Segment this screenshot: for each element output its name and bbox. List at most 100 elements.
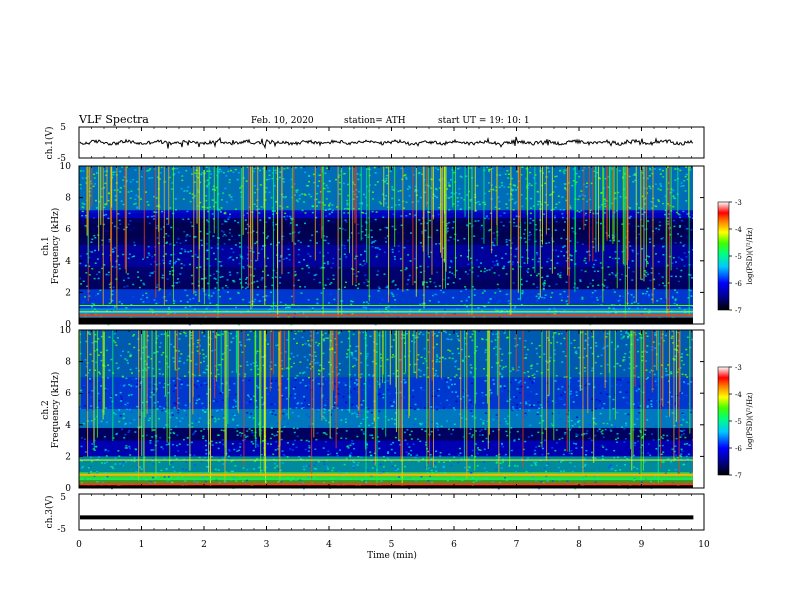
spectrogram-cell [347, 409, 350, 411]
spectrogram-cell [448, 240, 451, 243]
spectrogram-cell [427, 266, 430, 268]
spectrogram-cell [674, 197, 677, 200]
spectrogram-cell [499, 385, 502, 387]
spectrogram-cell [139, 198, 142, 200]
spectrogram-cell [537, 297, 540, 300]
spectrogram-cell [604, 279, 607, 281]
spectrogram-cell [511, 261, 514, 263]
spectrogram-cell [408, 477, 411, 479]
spectrogram-cell [87, 332, 90, 335]
spectrogram-cell [616, 378, 619, 381]
spectrogram-cell [601, 407, 604, 409]
spectrogram-cell [634, 174, 637, 177]
spectrogram-cell [148, 413, 151, 415]
spectrogram-cell [169, 207, 172, 209]
spectrogram-cell [558, 275, 561, 277]
spectrogram-cell [105, 273, 108, 276]
spectrogram-cell [469, 167, 472, 169]
spectrogram-cell [633, 466, 636, 468]
spectrogram-cell [572, 231, 575, 233]
spectrogram-cell [214, 375, 217, 378]
spectrogram-cell [267, 309, 270, 311]
spectrogram-cell [281, 368, 284, 370]
spectrogram-cell [379, 202, 382, 205]
spectrogram-cell [680, 185, 683, 187]
spectrogram-cell [84, 313, 87, 315]
spectrogram-cell [81, 222, 84, 225]
spectrogram-cell [609, 464, 612, 467]
spectrogram-cell [609, 239, 612, 242]
sferic-streak [87, 166, 89, 230]
spectrogram-cell [94, 262, 97, 264]
spectrogram-cell [230, 478, 233, 481]
spectrogram-cell [240, 435, 243, 437]
spectrogram-cell [653, 168, 656, 170]
spectrogram-cell [228, 389, 231, 391]
spectrogram-cell [640, 481, 643, 483]
spectrogram-cell [145, 346, 148, 348]
spectrogram-cell [677, 213, 680, 215]
spectrogram-cell [542, 287, 545, 290]
spectrogram-cell [264, 199, 267, 201]
spectrogram-cell [412, 174, 415, 176]
spectrogram-cell [362, 306, 365, 309]
spectrogram-cell [201, 349, 204, 351]
spectrogram-cell [540, 415, 543, 417]
spectrogram-cell [433, 281, 436, 284]
spectrogram-cell [256, 280, 259, 283]
spectrogram-cell [91, 360, 94, 362]
spectrogram-cell [83, 296, 86, 298]
spectrogram-cell [237, 323, 240, 326]
spectrogram-cell [563, 229, 566, 231]
spectrogram-cell [285, 367, 288, 370]
spectrogram-cell [485, 269, 488, 272]
spectrogram-cell [308, 376, 311, 379]
spectrogram-cell [297, 253, 300, 256]
spectrogram-cell [690, 277, 693, 279]
spectrogram-cell [644, 252, 647, 255]
spectrogram-cell [292, 443, 295, 446]
spectrogram-cell [410, 340, 413, 343]
spectrogram-cell [612, 273, 615, 275]
spectrogram-cell [210, 472, 213, 475]
y-tick-label: 2 [65, 288, 71, 298]
spectrogram-cell [113, 171, 116, 173]
spectrogram-cell [350, 303, 353, 306]
spectrogram-cell [355, 275, 358, 277]
spectrogram-cell [325, 433, 328, 436]
sferic-streak [574, 166, 576, 253]
spectrogram-cell [85, 340, 88, 343]
spectrogram-cell [461, 359, 464, 362]
spectrogram-cell [138, 286, 141, 289]
spectrogram-cell [490, 366, 493, 369]
spectrogram-cell [305, 265, 308, 267]
spectrogram-cell [513, 184, 516, 187]
spectrogram-cell [356, 383, 359, 385]
spectrogram-cell [303, 371, 306, 374]
spectrogram-cell [387, 419, 390, 421]
sferic-streak [464, 166, 466, 217]
spectrogram-cell [183, 362, 186, 364]
spectrogram-cell [182, 198, 185, 200]
spectrogram-cell [302, 201, 305, 203]
spectrogram-cell [438, 357, 441, 359]
spectrogram-cell [144, 478, 147, 481]
spectrogram-cell [403, 396, 406, 399]
spectrogram-cell [674, 402, 677, 405]
spectrogram-cell [350, 353, 353, 355]
spectrogram-cell [336, 478, 339, 481]
spectrogram-cell [624, 352, 627, 355]
spectrogram-cell [557, 412, 560, 414]
spectrogram-cell [527, 370, 530, 373]
spectrogram-cell [343, 253, 346, 256]
spectrogram-cell [501, 375, 504, 378]
spectrogram-cell [186, 294, 189, 297]
spectrogram-cell [581, 296, 584, 299]
spectrogram-cell [453, 456, 456, 458]
spectrogram-cell [337, 484, 340, 487]
spectrogram-cell [452, 221, 455, 223]
spectrogram-cell [160, 228, 163, 230]
spectrogram-cell [621, 223, 624, 225]
spectrogram-cell [89, 180, 92, 183]
spectrogram-cell [275, 212, 278, 214]
